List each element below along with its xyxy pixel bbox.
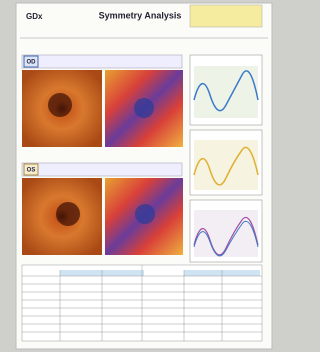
brand: GDx [26, 12, 43, 21]
screenshot: GDx Symmetry Analysis OD OS [0, 0, 288, 352]
eye-label: OS [27, 168, 36, 174]
title: Symmetry Analysis [99, 10, 182, 20]
eye-label: OD [27, 60, 37, 66]
parameter-table [22, 265, 262, 341]
graph-panels [190, 55, 262, 262]
info-box [190, 5, 262, 27]
